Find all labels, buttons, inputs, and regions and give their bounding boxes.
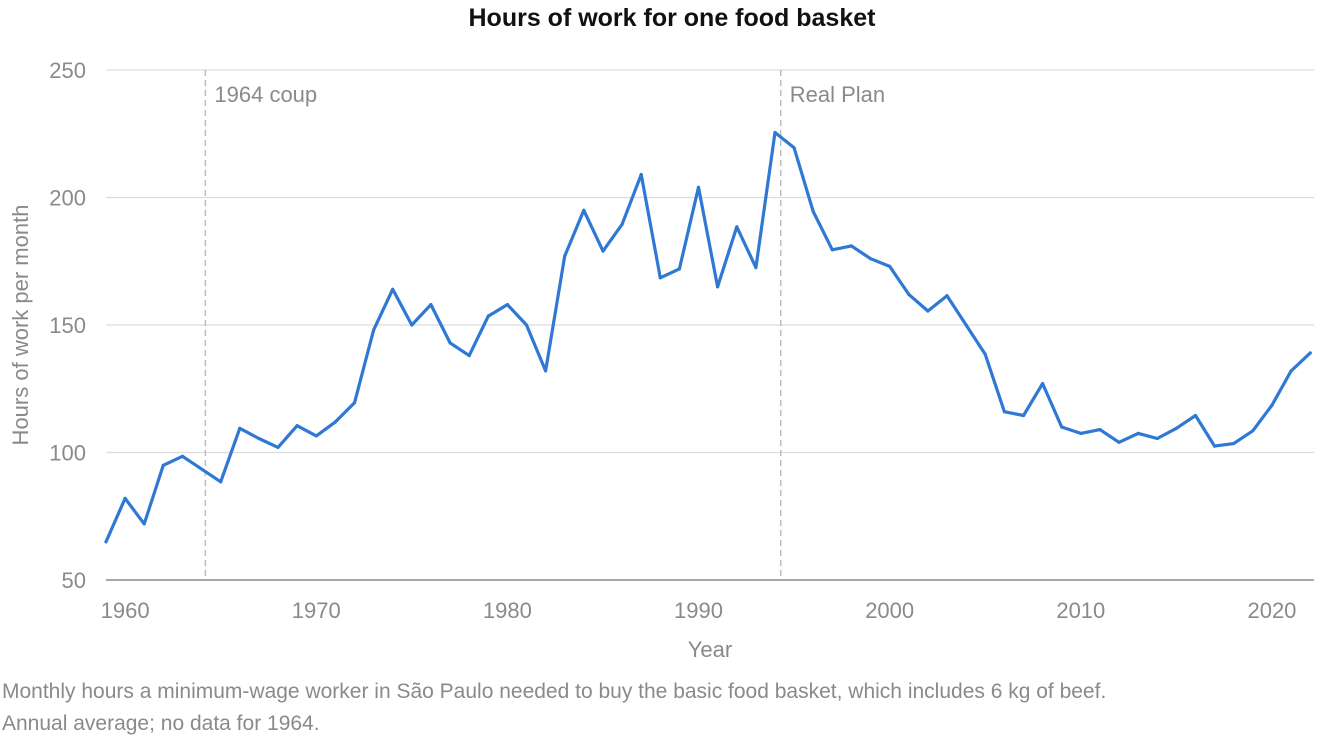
data-point — [888, 264, 892, 268]
x-tick-label: 2000 — [865, 598, 914, 623]
data-point — [276, 445, 280, 449]
data-point — [295, 424, 299, 428]
data-point — [1251, 429, 1255, 433]
data-point — [1060, 425, 1064, 429]
data-point — [238, 426, 242, 430]
data-point — [391, 287, 395, 291]
data-point — [907, 292, 911, 296]
data-point — [620, 222, 624, 226]
data-point — [123, 496, 127, 500]
data-point — [429, 303, 433, 307]
data-point — [601, 249, 605, 253]
annotation-label-1: Real Plan — [790, 82, 885, 107]
chart-title: Hours of work for one food basket — [468, 4, 876, 32]
data-point — [735, 225, 739, 229]
data-point — [104, 540, 108, 544]
x-tick-label: 2020 — [1247, 598, 1296, 623]
data-point — [964, 323, 968, 327]
caption-line-2: Annual average; no data for 1964. — [2, 712, 320, 735]
data-point — [161, 463, 165, 467]
caption-line-1: Monthly hours a minimum-wage worker in S… — [2, 680, 1107, 703]
data-point — [830, 248, 834, 252]
x-axis-ticks: 1960 1970 1980 1990 2000 2010 2020 — [101, 598, 1297, 623]
data-point — [142, 522, 146, 526]
annotations: 1964 coup Real Plan — [204, 70, 885, 580]
data-point — [773, 130, 777, 135]
data-point — [372, 328, 376, 332]
data-point — [677, 267, 682, 271]
data-point — [448, 341, 452, 345]
data-point — [1117, 440, 1121, 444]
data-point — [257, 436, 261, 441]
y-axis-ticks: 50 100 150 200 250 — [49, 58, 86, 593]
data-point — [1155, 436, 1159, 441]
data-point — [352, 401, 357, 405]
data-point — [869, 257, 873, 261]
data-point — [792, 146, 796, 150]
data-point — [1213, 444, 1217, 448]
data-point — [1002, 410, 1007, 414]
data-point — [467, 354, 471, 358]
data-point — [486, 314, 490, 318]
data-point — [1174, 426, 1178, 430]
data-point — [1098, 428, 1102, 432]
data-point — [1270, 403, 1274, 407]
data-point — [582, 208, 586, 212]
data-point — [1041, 382, 1045, 386]
series-lines — [104, 130, 1312, 544]
data-point — [505, 303, 509, 307]
y-tick-label: 150 — [49, 313, 86, 338]
x-tick-label: 1980 — [483, 598, 532, 623]
data-point — [849, 244, 854, 248]
y-tick-label: 100 — [49, 441, 86, 466]
gridlines — [106, 69, 1314, 454]
data-point — [716, 285, 720, 289]
y-tick-label: 50 — [62, 568, 86, 593]
data-point — [754, 266, 758, 270]
data-point — [180, 454, 185, 458]
x-axis-label: Year — [688, 637, 732, 662]
data-point — [219, 480, 223, 484]
data-point — [333, 420, 337, 424]
series-line-0 — [104, 130, 1312, 544]
annotation-label-0: 1964 coup — [214, 82, 317, 107]
caption: Monthly hours a minimum-wage worker in S… — [2, 676, 1342, 740]
data-point — [926, 309, 930, 313]
data-point — [1136, 431, 1140, 435]
x-tick-label: 1990 — [674, 598, 723, 623]
data-point — [314, 434, 318, 438]
y-axis-label: Hours of work per month — [8, 205, 33, 446]
y-tick-label: 250 — [49, 58, 86, 83]
data-point — [563, 254, 567, 258]
data-point — [696, 185, 701, 189]
data-point — [658, 276, 662, 280]
y-tick-label: 200 — [49, 186, 86, 211]
data-point — [1193, 413, 1198, 418]
x-tick-label: 2010 — [1056, 598, 1105, 623]
x-tick-label: 1970 — [292, 598, 341, 623]
data-point — [1021, 413, 1026, 418]
data-point — [1079, 431, 1083, 435]
data-point — [1289, 369, 1293, 373]
data-point — [544, 369, 548, 373]
x-tick-label: 1960 — [101, 598, 150, 623]
data-point — [945, 294, 949, 298]
data-point — [524, 323, 529, 327]
data-point — [983, 352, 987, 356]
data-point — [1232, 442, 1236, 446]
data-point — [811, 209, 815, 214]
data-point — [639, 172, 643, 177]
data-point — [410, 323, 414, 327]
data-point — [1308, 351, 1312, 355]
